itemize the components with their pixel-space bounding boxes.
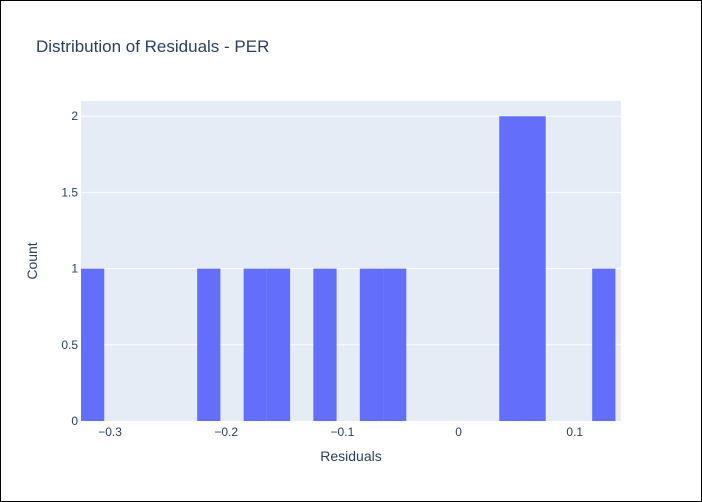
x-axis-title: Residuals [320, 448, 381, 464]
y-tick-label: 1 [71, 262, 78, 276]
y-tick-label: 1.5 [61, 185, 78, 199]
histogram-bar [266, 268, 291, 421]
y-tick-labels: 0 0.5 1 1.5 2 [61, 109, 78, 428]
histogram-bar [313, 268, 337, 421]
histogram-bar [592, 268, 616, 421]
chart-title: Distribution of Residuals - PER [36, 37, 269, 56]
x-tick-label: 0.1 [566, 425, 583, 439]
x-tick-label: 0 [455, 425, 462, 439]
histogram-bar [522, 116, 546, 421]
histogram-bar [383, 268, 407, 421]
y-axis-title: Count [24, 242, 40, 279]
bars [81, 116, 616, 421]
y-tick-label: 2 [71, 109, 78, 123]
histogram-bar [81, 268, 105, 421]
histogram-bar [359, 268, 384, 421]
histogram-bar [243, 268, 267, 421]
x-tick-labels: −0.3 −0.2 −0.1 0 0.1 [98, 425, 583, 439]
y-tick-label: 0 [71, 414, 78, 428]
y-tick-label: 0.5 [61, 338, 78, 352]
x-tick-label: −0.3 [98, 425, 122, 439]
histogram-bar [197, 268, 221, 421]
x-tick-label: −0.2 [214, 425, 238, 439]
histogram-bar [499, 116, 523, 421]
x-tick-label: −0.1 [331, 425, 355, 439]
